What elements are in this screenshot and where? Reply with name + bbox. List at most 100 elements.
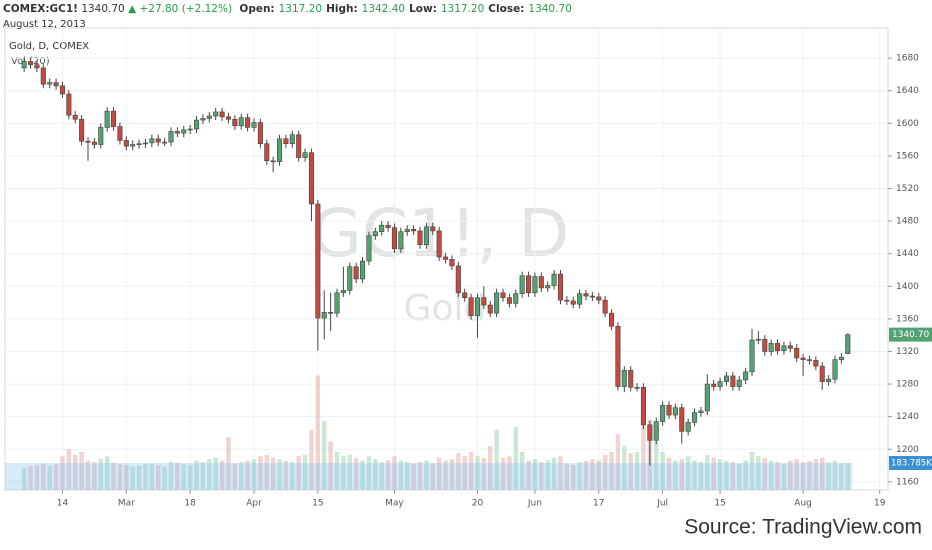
header: COMEX:GC1! 1340.70 ▲ +27.80 (+2.12%) Ope… [3, 3, 572, 15]
candle-body [174, 131, 180, 134]
volume-bar [417, 462, 423, 490]
volume-bar [456, 453, 461, 490]
volume-bar [602, 454, 608, 490]
candle-body [806, 359, 813, 361]
candle-body [123, 140, 129, 147]
volume-bar [194, 460, 199, 490]
volume-bar [124, 465, 129, 490]
volume-bar [488, 445, 493, 490]
candle-body [417, 230, 423, 246]
candle-body [353, 266, 359, 280]
volume-bar [424, 460, 429, 490]
volume-bar [545, 460, 550, 490]
price-marker-label: 1340.70 [892, 330, 929, 340]
candle-body [347, 266, 353, 291]
candle-body [640, 387, 647, 426]
volume-bar [628, 453, 633, 490]
candle-body [372, 231, 378, 237]
candle-body [698, 410, 704, 413]
volume-bar [449, 459, 455, 490]
candle-body [315, 203, 321, 319]
volume-bar [558, 456, 563, 490]
volume-bar [130, 466, 135, 490]
candle-body [532, 276, 538, 294]
candle-body [168, 131, 174, 143]
candle-body [819, 365, 825, 382]
volume-bar [832, 460, 838, 490]
candle-body [672, 407, 678, 416]
volume-bar [117, 464, 123, 490]
y-tick-label: 1520 [896, 184, 919, 194]
candle-body [360, 260, 366, 280]
volume [5, 375, 853, 490]
watermark-subtitle: Gold [404, 288, 487, 329]
volume-bar [309, 429, 314, 490]
y-tick-label: 1680 [896, 54, 919, 64]
candle-body [59, 85, 65, 95]
candle-body [679, 407, 685, 432]
x-tick-label: 15 [714, 499, 725, 509]
volume-bar [788, 460, 793, 490]
volume-bar [711, 457, 716, 490]
candle-body [845, 334, 851, 355]
volume-bar [500, 457, 506, 490]
candle-body [66, 93, 72, 116]
candle-body [500, 292, 506, 299]
candle-body [411, 228, 417, 232]
candle-body [768, 343, 774, 352]
y-tick-label: 1200 [896, 445, 919, 455]
candle-body [85, 140, 91, 143]
x-tick-label: 15 [312, 499, 323, 509]
candle-body [206, 115, 212, 119]
candle-body [468, 297, 474, 316]
volume-bar [264, 454, 270, 490]
field-value: 1317.20 [441, 3, 484, 15]
x-tick-label: Aug [794, 499, 812, 509]
candle-body [730, 375, 736, 387]
candle-body [238, 117, 244, 127]
price-marker [889, 327, 932, 342]
candle-body [717, 381, 723, 387]
volume-bar [411, 463, 416, 490]
candle-body [647, 424, 653, 441]
volume-bar [692, 460, 697, 490]
volume-bar [507, 456, 512, 490]
volume-bar [175, 462, 180, 490]
candle-body [685, 422, 691, 432]
candle-body [787, 345, 793, 349]
field-value: 1342.40 [362, 3, 405, 15]
candle-body [136, 143, 142, 146]
volume-bar [475, 456, 480, 490]
volume-bar [334, 451, 340, 490]
candle-body [430, 226, 436, 232]
y-tick-label: 1320 [896, 347, 919, 357]
candle-body [328, 312, 334, 314]
volume-bar [302, 454, 308, 490]
y-tick-label: 1560 [896, 151, 919, 161]
x-tick-label: 14 [57, 499, 69, 509]
x-tick-label: Jun [527, 499, 542, 509]
volume-bar [168, 462, 174, 490]
volume-bar [155, 465, 161, 490]
volume-marker-label: 183.785K [891, 458, 932, 468]
candle-body [551, 273, 557, 286]
candle-body [755, 338, 761, 341]
volume-bar [654, 441, 659, 490]
volume-bar [436, 457, 442, 490]
volume-bar [768, 460, 774, 490]
candle-body [589, 295, 595, 298]
volume-bar [590, 459, 595, 490]
y-tick-label: 1360 [896, 314, 919, 324]
candle-body [142, 142, 148, 145]
volume-bar [21, 467, 27, 490]
volume-bar [468, 451, 474, 490]
volume-bar [366, 456, 372, 490]
field-label: Low: [409, 3, 437, 15]
volume-bar [762, 457, 768, 490]
candle-body [340, 290, 346, 294]
candle-body [334, 292, 340, 314]
candle-body [628, 369, 634, 388]
volume-bar [430, 463, 436, 490]
candle-body [743, 371, 749, 381]
candle-body [557, 273, 564, 301]
